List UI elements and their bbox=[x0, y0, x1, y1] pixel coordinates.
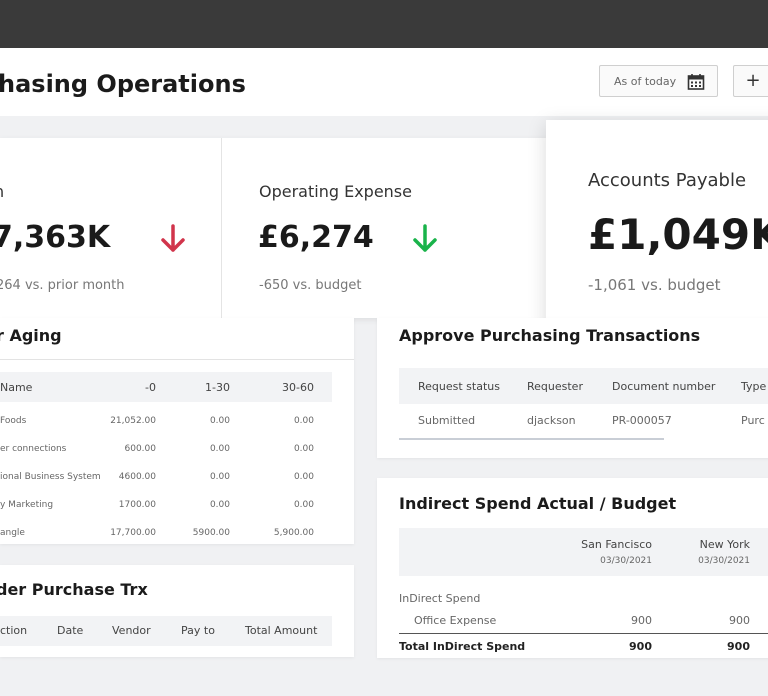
aging-row-name: angle bbox=[0, 528, 25, 538]
indirect-col2-name: New York bbox=[699, 538, 750, 551]
date-filter-button[interactable]: As of today bbox=[599, 65, 718, 97]
aging-row-c0: 600.00 bbox=[124, 444, 157, 454]
calendar-icon bbox=[687, 73, 705, 95]
indirect-total-v2: 900 bbox=[727, 640, 750, 653]
aging-row-c2: 0.00 bbox=[293, 416, 314, 426]
kpi-3-delta: -1,061 vs. budget bbox=[588, 276, 721, 294]
aging-row-c0: 1700.00 bbox=[118, 500, 156, 510]
page-title: hasing Operations bbox=[0, 70, 246, 98]
indirect-row-v1: 900 bbox=[631, 614, 652, 627]
aging-title: r Aging bbox=[0, 326, 62, 345]
kpi-3-label: Accounts Payable bbox=[588, 170, 747, 191]
approve-row-status: Submitted bbox=[418, 414, 476, 427]
aging-row-c1: 0.00 bbox=[209, 500, 230, 510]
aging-header-band bbox=[0, 372, 332, 402]
aging-col-30-60: 30-60 bbox=[282, 381, 314, 394]
trx-col-pay-to: Pay to bbox=[181, 624, 215, 637]
aging-col-0: -0 bbox=[145, 381, 156, 394]
kpi-1-label: n bbox=[0, 182, 4, 201]
aging-row-name: ional Business System bbox=[0, 472, 101, 482]
aging-col-1-30: 1-30 bbox=[205, 381, 230, 394]
aging-row-c0: 17,700.00 bbox=[110, 528, 156, 538]
kpi-3-value: £1,049K bbox=[588, 210, 768, 259]
aging-row-c2: 0.00 bbox=[293, 472, 314, 482]
trx-header-band bbox=[0, 616, 332, 646]
trx-col-date: Date bbox=[57, 624, 84, 637]
kpi-divider bbox=[221, 138, 222, 318]
aging-card bbox=[0, 318, 354, 544]
kpi-2-label: Operating Expense bbox=[259, 182, 412, 201]
kpi-strip bbox=[0, 138, 548, 318]
trx-col-transaction: ction bbox=[0, 624, 28, 637]
indirect-col2-date: 03/30/2021 bbox=[698, 556, 750, 566]
approve-col-type: Type bbox=[741, 380, 767, 393]
aging-row-name: y Marketing bbox=[0, 500, 54, 510]
indirect-row-label: Office Expense bbox=[414, 614, 497, 627]
trx-col-total-amount: Total Amount bbox=[245, 624, 318, 637]
indirect-col1-name: San Fancisco bbox=[581, 538, 652, 551]
approve-header-band bbox=[399, 368, 768, 404]
approve-row-doc: PR-000057 bbox=[612, 414, 672, 427]
kpi-1-delta: 264 vs. prior month bbox=[0, 278, 125, 293]
aging-row-name: er connections bbox=[0, 444, 67, 454]
horizontal-scrollbar[interactable] bbox=[399, 438, 664, 440]
aging-row-c1: 5900.00 bbox=[192, 528, 230, 538]
indirect-total-label: Total InDirect Spend bbox=[399, 640, 526, 653]
aging-row-c2: 0.00 bbox=[293, 444, 314, 454]
trend-down-icon bbox=[412, 224, 438, 258]
indirect-title: Indirect Spend Actual / Budget bbox=[399, 494, 677, 513]
aging-row-c2: 0.00 bbox=[293, 500, 314, 510]
date-filter-label: As of today bbox=[614, 74, 677, 88]
aging-row-c0: 4600.00 bbox=[118, 472, 156, 482]
approve-row-requester: djackson bbox=[527, 414, 576, 427]
aging-col-name: Name bbox=[0, 381, 33, 394]
approve-col-requester: Requester bbox=[527, 380, 583, 393]
kpi-2-value: £6,274 bbox=[258, 220, 374, 255]
kpi-2-delta: -650 vs. budget bbox=[259, 278, 362, 293]
purchase-trx-title: der Purchase Trx bbox=[0, 580, 148, 599]
indirect-total-divider bbox=[399, 633, 768, 634]
aging-row-name: Foods bbox=[0, 416, 27, 426]
indirect-header-band bbox=[399, 528, 768, 576]
add-button[interactable]: + bbox=[733, 65, 768, 97]
aging-title-divider bbox=[0, 359, 354, 360]
trx-col-vendor: Vendor bbox=[112, 624, 151, 637]
approve-col-doc-number: Document number bbox=[612, 380, 716, 393]
approve-row-type: Purc bbox=[741, 414, 765, 427]
kpi-1-value: 7,363K bbox=[0, 220, 111, 255]
approve-title: Approve Purchasing Transactions bbox=[399, 326, 701, 345]
indirect-col1-date: 03/30/2021 bbox=[600, 556, 652, 566]
aging-row-c0: 21,052.00 bbox=[110, 416, 156, 426]
kpi-accounts-payable-card[interactable] bbox=[546, 120, 768, 340]
aging-row-c1: 0.00 bbox=[209, 416, 230, 426]
indirect-row-v2: 900 bbox=[729, 614, 750, 627]
aging-row-c1: 0.00 bbox=[209, 472, 230, 482]
trend-down-icon bbox=[160, 224, 186, 258]
indirect-total-v1: 900 bbox=[629, 640, 652, 653]
approve-col-status: Request status bbox=[418, 380, 500, 393]
aging-row-c1: 0.00 bbox=[209, 444, 230, 454]
aging-row-c2: 5,900.00 bbox=[273, 528, 314, 538]
indirect-group-label: InDirect Spend bbox=[399, 592, 481, 605]
app-top-bar bbox=[0, 0, 768, 48]
